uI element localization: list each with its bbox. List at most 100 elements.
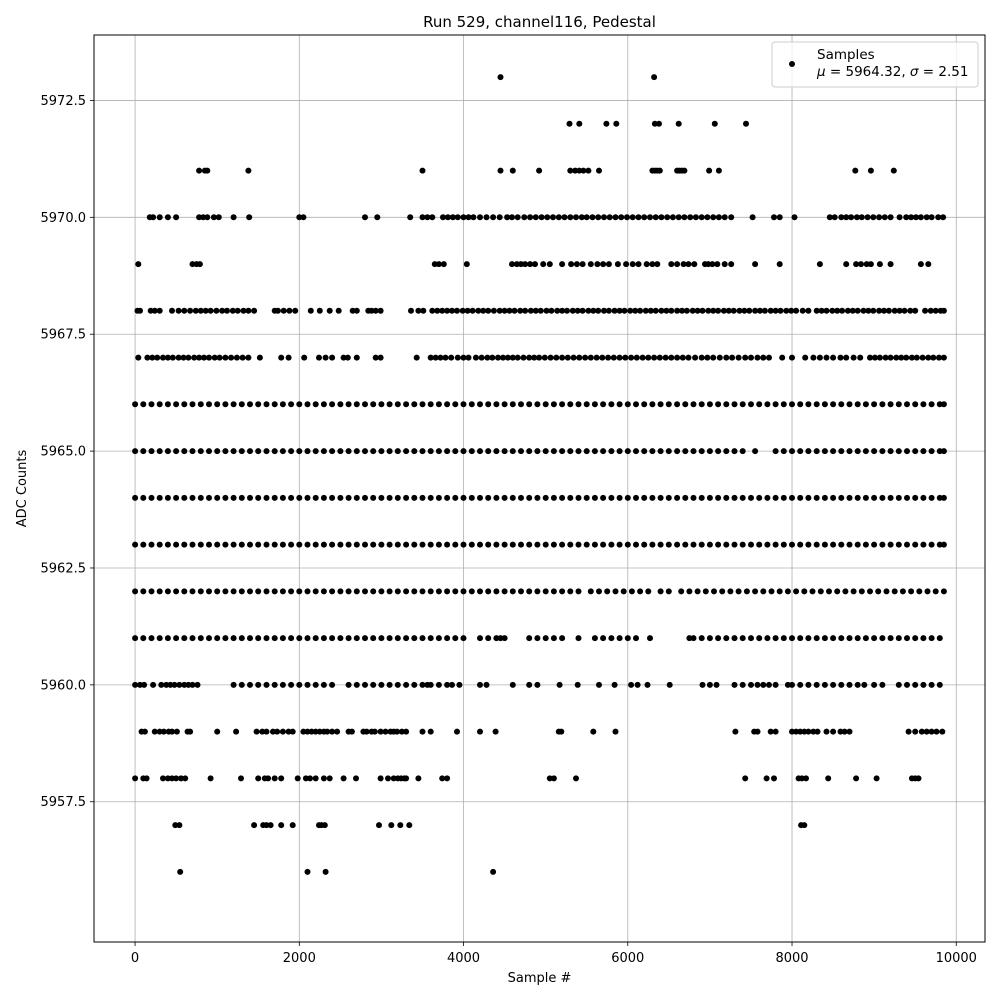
data-point	[526, 494, 533, 501]
data-point	[514, 354, 521, 361]
data-point	[156, 214, 163, 221]
data-point	[448, 354, 455, 361]
data-point	[477, 728, 483, 735]
data-point	[345, 401, 352, 408]
data-point	[214, 448, 221, 455]
data-point	[132, 775, 139, 782]
data-point	[394, 588, 401, 595]
data-point	[663, 307, 670, 314]
data-point	[583, 448, 590, 455]
data-point	[867, 167, 874, 174]
data-point	[805, 541, 812, 548]
data-point	[429, 214, 436, 221]
data-point	[475, 307, 482, 314]
data-point	[307, 307, 314, 314]
data-point	[206, 448, 212, 455]
data-point	[527, 307, 534, 314]
data-point	[713, 681, 720, 688]
data-point	[538, 214, 545, 221]
data-point	[411, 681, 418, 688]
data-point	[411, 401, 418, 408]
data-point	[477, 541, 483, 548]
data-point	[764, 541, 771, 548]
data-point	[756, 494, 763, 501]
data-point	[329, 494, 336, 501]
data-point	[830, 354, 837, 361]
data-point	[940, 494, 947, 501]
data-point	[620, 588, 627, 595]
data-point	[522, 307, 529, 314]
data-point	[936, 448, 943, 455]
data-point	[895, 401, 902, 408]
data-point	[559, 307, 566, 314]
data-point	[580, 167, 587, 174]
data-point	[666, 681, 673, 688]
data-point	[936, 541, 943, 548]
data-point	[860, 307, 867, 314]
data-point	[547, 354, 554, 361]
data-point	[772, 681, 779, 688]
data-point	[176, 822, 183, 829]
data-point	[189, 261, 196, 268]
data-point	[813, 541, 820, 548]
data-point	[329, 728, 336, 735]
data-point	[658, 214, 665, 221]
data-point	[406, 822, 413, 829]
data-point	[916, 588, 923, 595]
data-point	[178, 775, 184, 782]
data-point	[805, 635, 812, 642]
data-point	[135, 354, 142, 361]
data-point	[411, 635, 418, 642]
data-point	[853, 261, 860, 268]
data-point	[234, 307, 241, 314]
data-point	[304, 868, 311, 875]
data-point	[805, 494, 812, 501]
data-point	[158, 681, 165, 688]
data-point	[789, 354, 795, 361]
data-point	[230, 681, 237, 688]
data-point	[591, 448, 598, 455]
data-point	[649, 448, 656, 455]
data-point	[704, 354, 711, 361]
data-point	[559, 448, 566, 455]
data-point	[340, 354, 347, 361]
data-point	[326, 775, 333, 782]
data-point	[838, 494, 845, 501]
data-point	[288, 681, 295, 688]
data-point	[300, 214, 307, 221]
data-point	[896, 214, 903, 221]
data-point	[575, 494, 582, 501]
data-point	[156, 494, 163, 501]
data-point	[548, 307, 555, 314]
data-point	[940, 588, 947, 595]
data-point	[518, 261, 524, 268]
data-point	[316, 307, 323, 314]
data-point	[279, 728, 286, 735]
data-point	[222, 588, 229, 595]
data-point	[497, 74, 504, 81]
data-point	[321, 822, 328, 829]
data-point	[706, 541, 713, 548]
data-point	[173, 541, 180, 548]
data-point	[899, 588, 906, 595]
data-point	[559, 635, 566, 642]
data-point	[854, 401, 861, 408]
data-point	[936, 635, 943, 642]
data-point	[780, 635, 787, 642]
data-point	[678, 588, 685, 595]
data-point	[140, 494, 147, 501]
data-point	[867, 261, 874, 268]
data-point	[164, 401, 171, 408]
data-point	[793, 588, 800, 595]
data-point	[768, 588, 775, 595]
data-point	[838, 448, 845, 455]
data-point	[876, 307, 883, 314]
data-point	[637, 307, 644, 314]
data-point	[370, 681, 377, 688]
data-point	[912, 728, 919, 735]
data-point	[583, 214, 590, 221]
data-point	[403, 588, 410, 595]
data-point	[698, 494, 705, 501]
data-point	[322, 868, 329, 875]
data-point	[148, 494, 155, 501]
